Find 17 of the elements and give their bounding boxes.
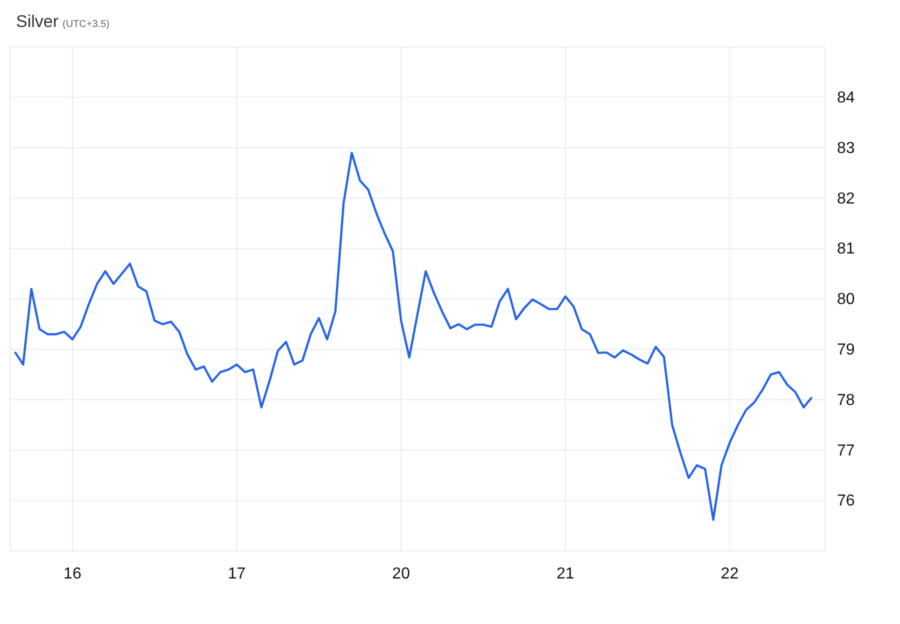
line-series bbox=[14, 152, 813, 521]
x-tick-label: 21 bbox=[556, 565, 574, 582]
y-tick-label: 84 bbox=[837, 90, 855, 107]
y-tick-label: 78 bbox=[837, 392, 855, 409]
y-tick-label: 77 bbox=[837, 442, 855, 460]
x-tick-label: 16 bbox=[64, 565, 82, 582]
y-tick-label: 76 bbox=[837, 492, 855, 510]
y-tick-label: 83 bbox=[837, 140, 855, 157]
y-tick-label: 82 bbox=[837, 190, 855, 208]
x-tick-label: 17 bbox=[228, 565, 246, 582]
x-tick-label: 22 bbox=[720, 565, 739, 582]
chart-subtitle: (UTC+3.5) bbox=[62, 19, 110, 30]
y-tick-label: 80 bbox=[837, 291, 855, 308]
y-tick-label: 81 bbox=[837, 240, 855, 258]
x-tick-label: 20 bbox=[392, 565, 410, 582]
y-tick-label: 79 bbox=[837, 342, 855, 359]
chart-title: Silver bbox=[16, 12, 59, 31]
